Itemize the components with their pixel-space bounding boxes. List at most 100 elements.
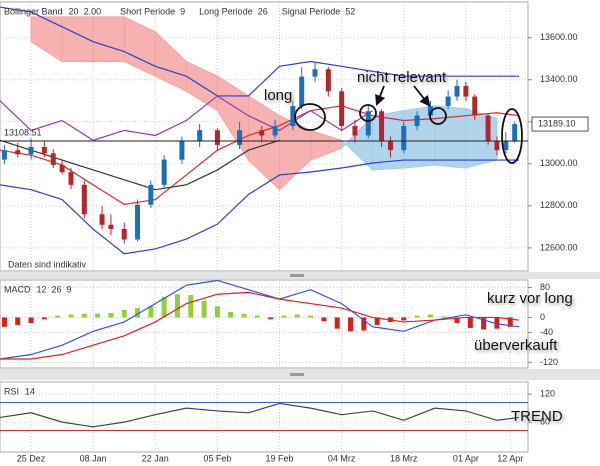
candle-body <box>214 130 220 145</box>
candle-body <box>108 224 114 229</box>
cloud <box>434 105 467 169</box>
histogram-bar <box>268 317 274 320</box>
ellipse <box>294 103 326 131</box>
annotation: nicht relevant <box>357 69 447 86</box>
panels <box>0 1 532 453</box>
candle-body <box>259 130 265 136</box>
indicator-label: Short Periode <box>120 6 175 16</box>
panel-param: 14 <box>25 386 35 396</box>
candle-body <box>197 130 203 141</box>
histogram-bar <box>467 317 473 328</box>
candle-body <box>445 96 451 107</box>
ellipse <box>359 104 377 122</box>
splitters <box>0 272 600 380</box>
y-tick-label: 80 <box>540 282 550 292</box>
histogram-bar <box>348 317 354 332</box>
indicator-line <box>0 6 520 97</box>
candle-body <box>99 214 105 225</box>
reference-label: 13108.51 <box>4 127 42 137</box>
histogram-bar <box>241 313 247 318</box>
candle-body <box>365 111 371 136</box>
candle-body <box>512 124 518 141</box>
panel-param: 2.00 <box>84 6 102 16</box>
last-price-box <box>531 116 589 132</box>
y-tick-label: -40 <box>540 327 553 337</box>
candle-body <box>414 115 420 126</box>
histogram-bar <box>441 316 447 318</box>
annotation-shapes <box>294 85 523 164</box>
x-tick-label: 05 Feb <box>203 453 231 463</box>
y-tick-label: 0 <box>540 312 545 322</box>
histogram-bar <box>41 317 47 320</box>
y-tick-label: 13600.00 <box>540 32 578 42</box>
histogram-bar <box>148 306 154 318</box>
x-tick-label: 04 Mrz <box>328 453 356 463</box>
histogram-bar <box>334 317 340 329</box>
candle-body <box>15 150 21 155</box>
histogram-bar <box>121 309 127 318</box>
x-tick-label: 22 Jan <box>142 453 169 463</box>
y-tick-label: 60 <box>540 417 550 427</box>
x-tick-label: 12 Apr <box>497 453 523 463</box>
candle-body <box>179 140 185 160</box>
panel-frame <box>0 279 529 369</box>
candle-body <box>312 69 318 77</box>
candle-body <box>135 204 141 240</box>
indicator-line <box>0 159 520 255</box>
candle-body <box>81 184 87 215</box>
y-tick-label: 13400.00 <box>540 74 578 84</box>
last-price-label: 13189.10 <box>538 118 576 128</box>
histogram-bar <box>494 317 500 329</box>
indicator-line <box>0 95 374 141</box>
candle-body <box>503 140 509 151</box>
indicator-label: Signal Periode <box>282 6 341 16</box>
panel-param: 26 <box>52 284 62 294</box>
indicator-line <box>0 139 280 191</box>
panel-title: RSI <box>4 386 19 396</box>
annotation: TREND <box>511 408 563 425</box>
candle-body <box>387 140 393 151</box>
histogram-bar <box>427 314 433 318</box>
candle-body <box>339 91 345 126</box>
candle-body <box>401 125 407 151</box>
indicator-value: 26 <box>258 6 268 16</box>
histogram-bar <box>281 315 287 318</box>
candle-body <box>28 147 34 155</box>
candle-body <box>494 140 500 151</box>
indicator-line <box>0 402 520 428</box>
annotation: kurz vor long <box>487 290 573 307</box>
x-tick-label: 18 Mrz <box>390 453 418 463</box>
histogram-bar <box>1 317 7 327</box>
panel-title: MACD <box>4 284 31 294</box>
histogram-bar <box>108 312 114 318</box>
candle-body <box>50 153 56 165</box>
histogram-bar <box>321 317 327 322</box>
cloud <box>92 16 125 62</box>
panel-param: 9 <box>67 284 72 294</box>
histogram-bar <box>214 306 220 318</box>
histogram-bar <box>188 294 194 318</box>
histogram-bar <box>507 317 513 327</box>
candle-body <box>485 115 491 141</box>
candle-body <box>352 125 358 136</box>
histogram-bar <box>401 317 407 321</box>
histogram-bar <box>55 315 61 318</box>
candle-body <box>148 184 154 205</box>
y-tick-label: 13000.00 <box>540 158 578 168</box>
histogram-bar <box>481 317 487 330</box>
x-tick-label: 01 Apr <box>453 453 479 463</box>
arrow <box>413 85 431 107</box>
histogram-bar <box>228 311 234 318</box>
labels: 13600.0013400.0013200.0013000.0012800.00… <box>4 6 589 463</box>
histogram-bar <box>95 313 101 318</box>
indicator-value: 52 <box>345 6 355 16</box>
histogram-bar <box>81 313 87 318</box>
splitter-handle <box>290 274 304 277</box>
histogram-bar <box>414 315 420 318</box>
histogram-bar <box>174 294 180 318</box>
x-tick-label: 19 Feb <box>266 453 294 463</box>
x-tick-label: 25 Dez <box>17 453 46 463</box>
panel-title: Bollinger Band <box>4 6 63 16</box>
plot <box>0 6 528 432</box>
